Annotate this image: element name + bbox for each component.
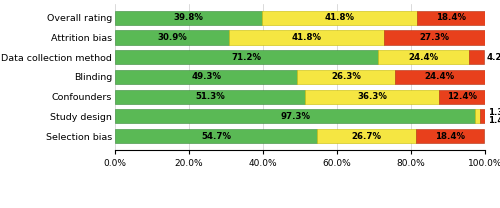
Bar — [115, 31, 230, 45]
Bar — [475, 109, 480, 123]
Bar — [305, 90, 439, 104]
Text: 27.3%: 27.3% — [420, 33, 450, 42]
Text: 1.3%: 1.3% — [488, 108, 500, 117]
Text: 12.4%: 12.4% — [447, 92, 477, 101]
Bar — [298, 70, 394, 84]
Text: 51.3%: 51.3% — [195, 92, 225, 101]
Bar — [115, 129, 318, 143]
Text: 39.8%: 39.8% — [174, 13, 204, 22]
Text: 54.7%: 54.7% — [201, 131, 231, 141]
Text: 71.2%: 71.2% — [232, 53, 262, 62]
Bar — [230, 31, 384, 45]
Text: 36.3%: 36.3% — [357, 92, 387, 101]
Text: 41.8%: 41.8% — [292, 33, 322, 42]
Bar — [480, 109, 485, 123]
Text: 97.3%: 97.3% — [280, 112, 310, 121]
Text: 24.4%: 24.4% — [408, 53, 438, 62]
Bar — [416, 129, 484, 143]
Text: 49.3%: 49.3% — [191, 72, 221, 82]
Bar — [378, 50, 468, 64]
Bar — [115, 109, 475, 123]
Text: 26.7%: 26.7% — [352, 131, 382, 141]
Text: 24.4%: 24.4% — [425, 72, 455, 82]
Bar — [115, 50, 378, 64]
Text: 30.9%: 30.9% — [158, 33, 187, 42]
Bar — [394, 70, 485, 84]
Bar — [384, 31, 485, 45]
Bar — [115, 70, 298, 84]
Text: 41.8%: 41.8% — [324, 13, 354, 22]
Bar — [115, 11, 262, 25]
Text: 18.4%: 18.4% — [435, 131, 465, 141]
Bar — [115, 90, 305, 104]
Text: 18.4%: 18.4% — [436, 13, 466, 22]
Bar — [439, 90, 485, 104]
Bar — [318, 129, 416, 143]
Text: 26.3%: 26.3% — [331, 72, 361, 82]
Text: 1.4%: 1.4% — [488, 116, 500, 125]
Bar — [417, 11, 485, 25]
Bar — [262, 11, 417, 25]
Text: 4.2%: 4.2% — [486, 53, 500, 62]
Bar — [468, 50, 484, 64]
